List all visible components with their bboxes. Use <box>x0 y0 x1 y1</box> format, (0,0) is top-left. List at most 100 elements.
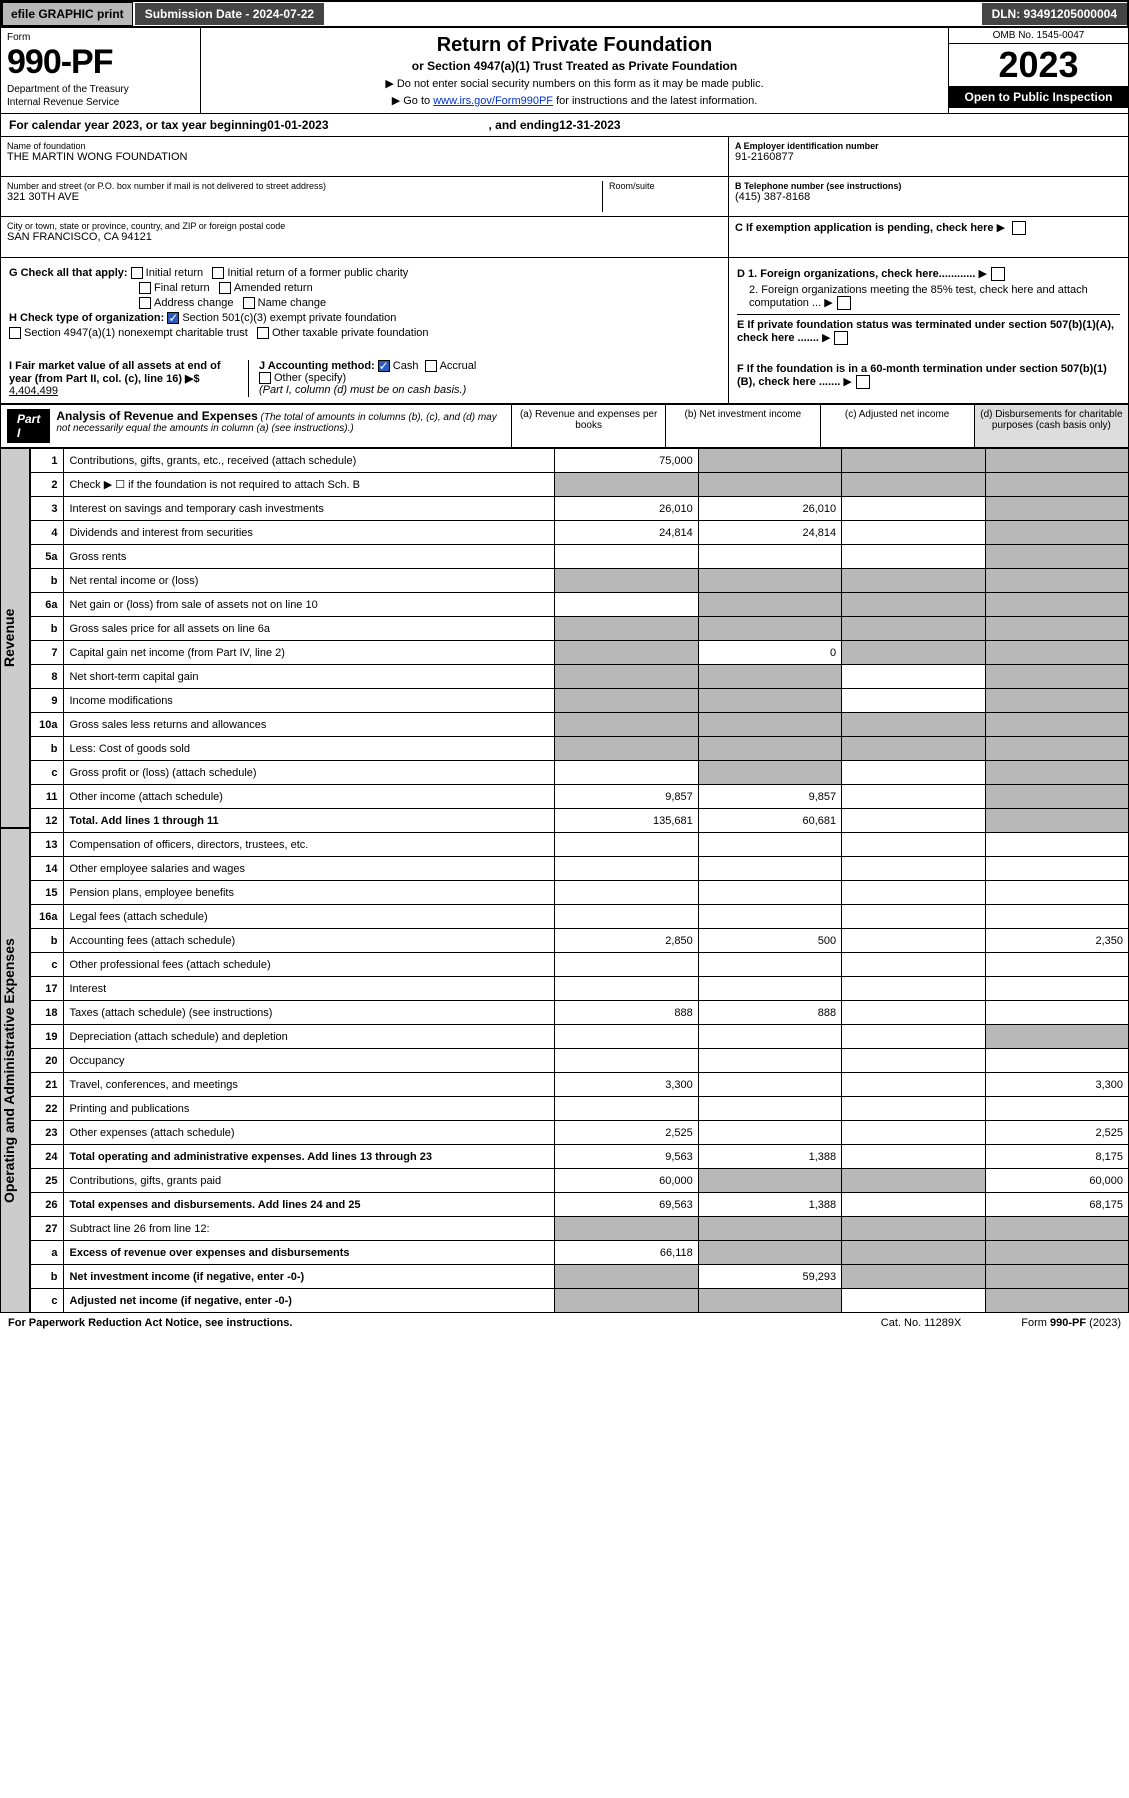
cb-other-tax[interactable] <box>257 327 269 339</box>
col-b-value <box>698 1169 841 1193</box>
f-checkbox[interactable] <box>856 375 870 389</box>
col-b-value <box>698 737 841 761</box>
col-c-value <box>842 833 985 857</box>
col-d-value <box>985 1049 1128 1073</box>
form-subtitle: or Section 4947(a)(1) Trust Treated as P… <box>211 59 938 73</box>
line-desc: Contributions, gifts, grants, etc., rece… <box>64 449 555 473</box>
cb-name[interactable] <box>243 297 255 309</box>
d2-label: 2. Foreign organizations meeting the 85%… <box>749 284 1088 309</box>
line-desc: Occupancy <box>64 1049 555 1073</box>
col-c-value <box>842 1025 985 1049</box>
cb-501c3[interactable] <box>167 312 179 324</box>
part1-badge: Part I <box>7 409 50 443</box>
col-a-value: 69,563 <box>555 1193 698 1217</box>
col-a-value <box>555 953 698 977</box>
line-number: 25 <box>31 1169 64 1193</box>
line-number: 20 <box>31 1049 64 1073</box>
e-checkbox[interactable] <box>834 331 848 345</box>
line-number: 22 <box>31 1097 64 1121</box>
line-desc: Depreciation (attach schedule) and deple… <box>64 1025 555 1049</box>
cb-initial-return[interactable] <box>131 267 143 279</box>
col-a-value: 26,010 <box>555 497 698 521</box>
table-row: 23Other expenses (attach schedule)2,5252… <box>31 1121 1129 1145</box>
line-number: 16a <box>31 905 64 929</box>
form-id-block: Form 990-PF Department of the Treasury I… <box>1 28 201 113</box>
c-checkbox[interactable] <box>1012 221 1026 235</box>
table-row: 2Check ▶ ☐ if the foundation is not requ… <box>31 473 1129 497</box>
cb-cash[interactable] <box>378 360 390 372</box>
cb-other-method[interactable] <box>259 372 271 384</box>
col-b-value <box>698 569 841 593</box>
line-desc: Gross sales price for all assets on line… <box>64 617 555 641</box>
line-desc: Net rental income or (loss) <box>64 569 555 593</box>
cb-initial-former[interactable] <box>212 267 224 279</box>
col-d-value <box>985 881 1128 905</box>
col-a-value: 75,000 <box>555 449 698 473</box>
cb-accrual[interactable] <box>425 360 437 372</box>
col-c-value <box>842 1169 985 1193</box>
col-a-value <box>555 593 698 617</box>
col-b-value <box>698 713 841 737</box>
table-row: 15Pension plans, employee benefits <box>31 881 1129 905</box>
irs-link[interactable]: www.irs.gov/Form990PF <box>433 95 553 107</box>
col-a-value: 135,681 <box>555 809 698 833</box>
line-number: c <box>31 1289 64 1313</box>
table-row: 9Income modifications <box>31 689 1129 713</box>
line-number: 11 <box>31 785 64 809</box>
line-desc: Excess of revenue over expenses and disb… <box>64 1241 555 1265</box>
cb-4947[interactable] <box>9 327 21 339</box>
line-number: 14 <box>31 857 64 881</box>
form-label: Form <box>7 32 194 43</box>
col-d-value: 2,525 <box>985 1121 1128 1145</box>
open-inspection: Open to Public Inspection <box>949 86 1128 108</box>
e-label: E If private foundation status was termi… <box>737 319 1114 344</box>
table-row: bAccounting fees (attach schedule)2,8505… <box>31 929 1129 953</box>
line-number: 17 <box>31 977 64 1001</box>
col-b-value <box>698 1097 841 1121</box>
instr-ssn: ▶ Do not enter social security numbers o… <box>211 77 938 90</box>
room-label: Room/suite <box>609 181 722 191</box>
line-desc: Printing and publications <box>64 1097 555 1121</box>
line-desc: Other employee salaries and wages <box>64 857 555 881</box>
h-501c3: Section 501(c)(3) exempt private foundat… <box>182 312 396 324</box>
instr-link-line: ▶ Go to www.irs.gov/Form990PF for instru… <box>211 94 938 107</box>
col-a-value: 2,525 <box>555 1121 698 1145</box>
line-desc: Other expenses (attach schedule) <box>64 1121 555 1145</box>
line-number: 2 <box>31 473 64 497</box>
c-cell: C If exemption application is pending, c… <box>729 217 1128 257</box>
j-note: (Part I, column (d) must be on cash basi… <box>259 384 720 396</box>
col-a-value <box>555 1217 698 1241</box>
col-d-value <box>985 689 1128 713</box>
col-c-value <box>842 857 985 881</box>
cb-address[interactable] <box>139 297 151 309</box>
table-row: 26Total expenses and disbursements. Add … <box>31 1193 1129 1217</box>
d2-checkbox[interactable] <box>837 296 851 310</box>
line-number: b <box>31 569 64 593</box>
col-a-value <box>555 737 698 761</box>
col-c-value <box>842 449 985 473</box>
col-d-value: 8,175 <box>985 1145 1128 1169</box>
col-a-value <box>555 689 698 713</box>
cb-amended[interactable] <box>219 282 231 294</box>
tax-year: 2023 <box>949 44 1128 86</box>
cb-final[interactable] <box>139 282 151 294</box>
col-a-value <box>555 617 698 641</box>
table-row: bNet rental income or (loss) <box>31 569 1129 593</box>
col-b-head: (b) Net investment income <box>665 405 819 447</box>
line-desc: Net investment income (if negative, ente… <box>64 1265 555 1289</box>
line-number: 19 <box>31 1025 64 1049</box>
col-d-value <box>985 977 1128 1001</box>
efile-button[interactable]: efile GRAPHIC print <box>2 2 133 26</box>
col-c-value <box>842 1265 985 1289</box>
table-row: 5aGross rents <box>31 545 1129 569</box>
col-b-value: 26,010 <box>698 497 841 521</box>
line-desc: Travel, conferences, and meetings <box>64 1073 555 1097</box>
d1-checkbox[interactable] <box>991 267 1005 281</box>
g-amended: Amended return <box>234 282 313 294</box>
c-label: C If exemption application is pending, c… <box>735 222 994 234</box>
addr-label: Number and street (or P.O. box number if… <box>7 181 602 191</box>
line-desc: Taxes (attach schedule) (see instruction… <box>64 1001 555 1025</box>
col-a-value <box>555 1025 698 1049</box>
col-b-value <box>698 1289 841 1313</box>
line-number: 23 <box>31 1121 64 1145</box>
